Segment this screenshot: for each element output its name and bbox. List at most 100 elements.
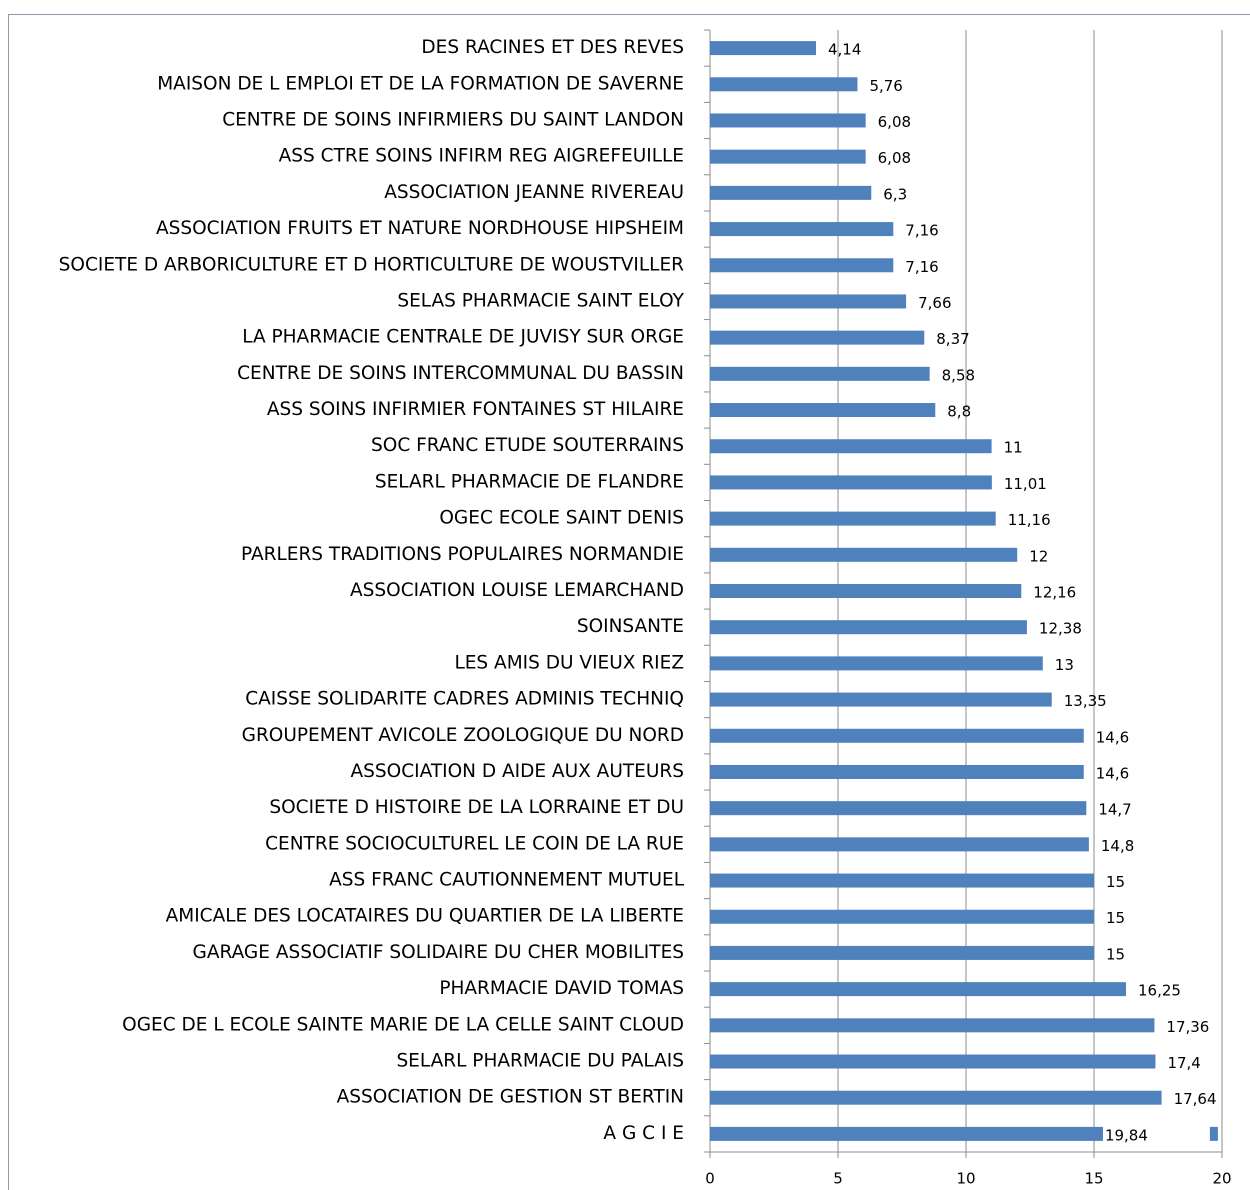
y-tick-label: DES RACINES ET DES REVES [421,37,684,58]
data-label: 19,84 [1105,1126,1148,1144]
data-label: 12,16 [1033,584,1076,602]
bar [710,909,1094,924]
y-tick-label: ASS FRANC CAUTIONNEMENT MUTUEL [329,870,685,891]
bar [710,113,866,128]
data-label: 14,8 [1101,837,1134,855]
bar [710,439,992,454]
data-label: 6,3 [883,185,907,203]
y-tick-label: CENTRE DE SOINS INTERCOMMUNAL DU BASSIN [237,363,684,384]
data-label: 7,66 [918,294,951,312]
data-label: 5,76 [869,77,902,95]
data-label: 7,16 [905,258,938,276]
y-tick-label: GROUPEMENT AVICOLE ZOOLOGIQUE DU NORD [242,725,684,746]
bar [710,656,1043,671]
y-tick-label: ASSOCIATION D AIDE AUX AUTEURS [351,761,684,782]
bar [710,511,996,526]
data-label: 8,37 [936,330,969,348]
y-tick-label: ASSOCIATION LOUISE LEMARCHAND [350,580,684,601]
y-tick-label: SOCIETE D HISTOIRE DE LA LORRAINE ET DU [269,797,684,818]
bar [710,1018,1155,1033]
y-tick-label: ASSOCIATION DE GESTION ST BERTIN [337,1087,684,1108]
x-tick-label: 0 [705,1170,715,1188]
bar [710,41,816,56]
y-tick-label: ASSOCIATION JEANNE RIVEREAU [384,182,684,203]
data-label: 12 [1029,547,1048,565]
data-label: 8,58 [942,366,975,384]
bar [710,982,1126,997]
data-label: 6,08 [878,149,911,167]
data-label: 11,16 [1008,511,1051,529]
x-tick-label: 20 [1212,1170,1231,1188]
bar [710,873,1094,888]
y-tick-label: LES AMIS DU VIEUX RIEZ [454,652,684,673]
bar [710,1090,1162,1105]
bar [710,475,992,490]
data-label: 14,6 [1096,764,1129,782]
bar [710,149,866,164]
bar [710,764,1084,779]
data-label-background [1102,1123,1210,1144]
y-tick-label: PARLERS TRADITIONS POPULAIRES NORMANDIE [241,544,684,565]
y-tick-label: CENTRE DE SOINS INFIRMIERS DU SAINT LAND… [222,109,684,130]
y-tick-label: OGEC ECOLE SAINT DENIS [439,508,684,529]
data-label: 14,7 [1098,801,1131,819]
data-label: 13 [1055,656,1074,674]
y-tick-label: SELARL PHARMACIE DE FLANDRE [375,471,684,492]
data-label: 15 [1106,873,1125,891]
bar [710,294,907,309]
y-tick-label: ASS CTRE SOINS INFIRM REG AIGREFEUILLE [279,146,684,167]
bar [710,620,1027,635]
data-label: 13,35 [1064,692,1107,710]
data-label: 17,4 [1167,1054,1200,1072]
y-tick-label: OGEC DE L ECOLE SAINTE MARIE DE LA CELLE… [122,1014,684,1035]
x-tick-label: 5 [833,1170,843,1188]
x-tick-label: 15 [1084,1170,1103,1188]
bar [710,222,894,237]
data-label: 6,08 [878,113,911,131]
bar [710,547,1018,562]
data-label: 15 [1106,945,1125,963]
bar [710,837,1089,852]
data-label: 4,14 [828,41,861,59]
data-label: 11 [1004,439,1023,457]
bar [710,728,1084,743]
bar [710,945,1094,960]
data-label: 15 [1106,909,1125,927]
data-label: 11,01 [1004,475,1047,493]
x-tick-label: 10 [956,1170,975,1188]
y-tick-label: ASS SOINS INFIRMIER FONTAINES ST HILAIRE [267,399,684,420]
bar [710,403,936,418]
y-tick-label: AMICALE DES LOCATAIRES DU QUARTIER DE LA… [166,906,684,927]
bar [710,692,1052,707]
bar [710,258,894,273]
y-tick-label: MAISON DE L EMPLOI ET DE LA FORMATION DE… [157,73,684,94]
data-label: 7,16 [905,222,938,240]
y-tick-label: SELAS PHARMACIE SAINT ELOY [397,290,684,311]
bar [710,366,930,381]
y-tick-label: SELARL PHARMACIE DU PALAIS [396,1051,684,1072]
bar [710,584,1022,598]
y-tick-label: CENTRE SOCIOCULTUREL LE COIN DE LA RUE [265,833,684,854]
y-tick-label: CAISSE SOLIDARITE CADRES ADMINIS TECHNIQ [245,689,684,710]
y-tick-label: SOC FRANC ETUDE SOUTERRAINS [371,435,684,456]
data-label: 12,38 [1039,620,1082,638]
y-tick-label: SOINSANTE [577,616,684,637]
y-tick-label: GARAGE ASSOCIATIF SOLIDAIRE DU CHER MOBI… [192,942,684,963]
bar [710,77,858,92]
bar [710,185,872,200]
bar [710,1126,1218,1141]
y-tick-label: PHARMACIE DAVID TOMAS [439,978,684,999]
bar [710,1054,1156,1069]
y-tick-label: A G C I E [603,1123,684,1144]
data-label: 8,8 [947,403,971,421]
data-label: 14,6 [1096,728,1129,746]
y-tick-label: SOCIETE D ARBORICULTURE ET D HORTICULTUR… [59,254,684,275]
bar [710,801,1087,816]
data-label: 16,25 [1138,982,1181,1000]
y-tick-label: LA PHARMACIE CENTRALE DE JUVISY SUR ORGE [242,327,684,348]
bar [710,330,925,345]
data-label: 17,36 [1166,1018,1209,1036]
y-tick-label: ASSOCIATION FRUITS ET NATURE NORDHOUSE H… [156,218,684,239]
